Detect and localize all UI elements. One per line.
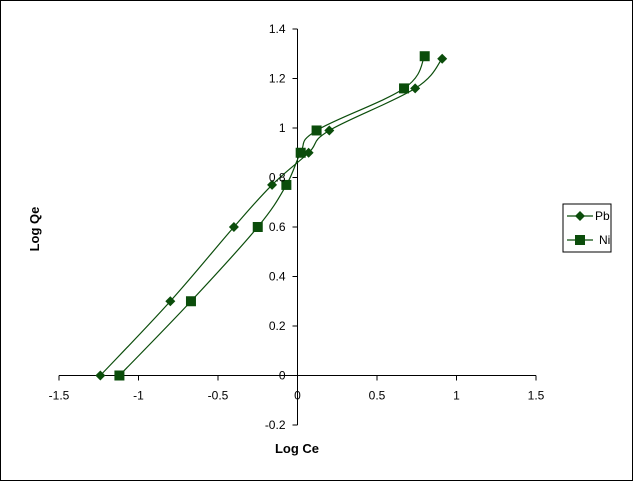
legend-marker-ni <box>575 235 585 245</box>
point-pb <box>165 296 176 307</box>
point-pb <box>267 179 278 190</box>
point-ni <box>114 370 125 381</box>
point-ni <box>419 51 430 62</box>
y-tick-label: 0.6 <box>269 220 286 234</box>
point-ni <box>281 179 292 190</box>
series-layer <box>95 51 448 381</box>
x-tick-label: -1 <box>133 389 144 403</box>
legend-label-pb: Pb <box>595 209 610 223</box>
x-tick-label: 1 <box>453 389 460 403</box>
x-tick-label: -0.5 <box>208 389 229 403</box>
axes <box>58 28 537 426</box>
x-tick-label: 1.5 <box>528 389 545 403</box>
point-ni <box>185 296 196 307</box>
y-tick-label: 0.2 <box>269 319 286 333</box>
y-tick-label: 1.4 <box>269 22 286 36</box>
y-tick-label: 0.8 <box>269 171 286 185</box>
point-pb <box>437 53 448 64</box>
point-pb <box>95 370 106 381</box>
x-tick-label: 0 <box>294 389 301 403</box>
point-pb <box>228 222 239 232</box>
y-tick-label: -0.2 <box>265 418 286 432</box>
point-ni <box>311 125 322 136</box>
x-tick-label: -1.5 <box>49 389 70 403</box>
point-ni <box>295 147 306 158</box>
y-tick-label: 0 <box>279 369 286 383</box>
point-pb <box>410 83 421 94</box>
legend-label-ni: Ni <box>599 233 610 247</box>
point-ni <box>399 83 410 94</box>
point-ni <box>252 222 263 232</box>
y-tick-label: 1 <box>279 121 286 135</box>
y-tick-label: 1.2 <box>269 72 286 86</box>
y-axis-title: Log Qe <box>27 207 42 252</box>
legend-marker-pb <box>575 211 585 221</box>
y-tick-label: 0.4 <box>269 270 286 284</box>
legend: Pb Ni <box>562 203 612 253</box>
tick-labels: -1.5 -1 -0.5 0 0.5 1 1.5 1.4 1.2 1 0.8 0.6 0.4 0.2 0 -0… <box>49 22 545 432</box>
x-tick-label: 0.5 <box>369 389 386 403</box>
x-axis-title: Log Ce <box>275 441 319 456</box>
point-pb <box>324 125 335 136</box>
point-pb <box>303 147 314 158</box>
legend-box <box>562 203 612 253</box>
